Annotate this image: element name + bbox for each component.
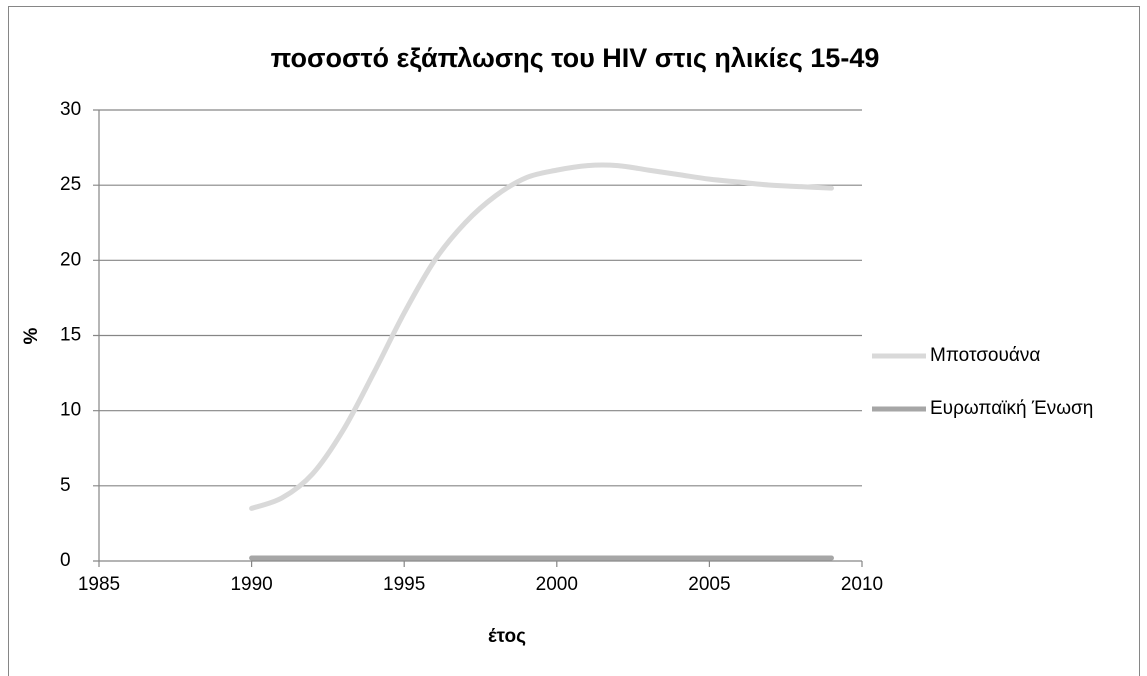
legend-label: Μποτσουάνα	[930, 345, 1040, 366]
y-tick-label: 0	[60, 550, 71, 571]
x-tick-label: 2010	[841, 574, 883, 595]
y-tick-label: 5	[60, 475, 71, 496]
x-tick-label: 1985	[78, 574, 120, 595]
chart-title: ποσοστό εξάπλωσης του HIV στις ηλικίες 1…	[271, 43, 880, 73]
y-tick-label: 30	[60, 99, 81, 120]
y-axis-label: %	[21, 327, 42, 344]
y-tick-label: 20	[60, 249, 81, 270]
x-tick-label: 1990	[230, 574, 272, 595]
x-tick-label: 2000	[536, 574, 578, 595]
series-line	[249, 162, 834, 511]
x-tick-label: 1995	[383, 574, 425, 595]
legend-label: Ευρωπαϊκή Ένωση	[930, 398, 1093, 419]
y-tick-label: 10	[60, 400, 81, 421]
y-tick-label: 15	[60, 325, 81, 346]
x-axis-label: έτος	[488, 626, 526, 647]
y-tick-label: 25	[60, 174, 81, 195]
chart-border	[8, 6, 1140, 676]
x-tick-label: 2005	[688, 574, 730, 595]
